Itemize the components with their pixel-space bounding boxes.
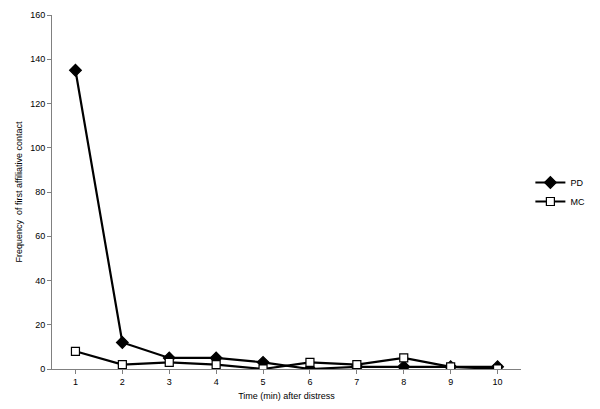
svg-text:40: 40 — [35, 276, 45, 286]
svg-text:10: 10 — [493, 377, 503, 387]
svg-text:120: 120 — [30, 99, 45, 109]
svg-text:20: 20 — [35, 320, 45, 330]
svg-text:Frequency of first affiliativ: Frequency of first affiliative contact — [14, 121, 24, 262]
svg-text:0: 0 — [40, 364, 45, 374]
svg-text:160: 160 — [30, 10, 45, 20]
svg-text:9: 9 — [448, 377, 453, 387]
svg-text:100: 100 — [30, 143, 45, 153]
svg-text:4: 4 — [214, 377, 219, 387]
svg-text:3: 3 — [167, 377, 172, 387]
svg-text:PD: PD — [570, 178, 583, 188]
svg-text:6: 6 — [307, 377, 312, 387]
svg-text:2: 2 — [120, 377, 125, 387]
svg-text:8: 8 — [401, 377, 406, 387]
svg-text:140: 140 — [30, 54, 45, 64]
svg-text:5: 5 — [261, 377, 266, 387]
svg-text:1: 1 — [73, 377, 78, 387]
svg-text:MC: MC — [570, 197, 584, 207]
svg-text:80: 80 — [35, 187, 45, 197]
svg-text:7: 7 — [354, 377, 359, 387]
svg-text:60: 60 — [35, 231, 45, 241]
svg-text:Time (min) after distress: Time (min) after distress — [238, 391, 335, 401]
